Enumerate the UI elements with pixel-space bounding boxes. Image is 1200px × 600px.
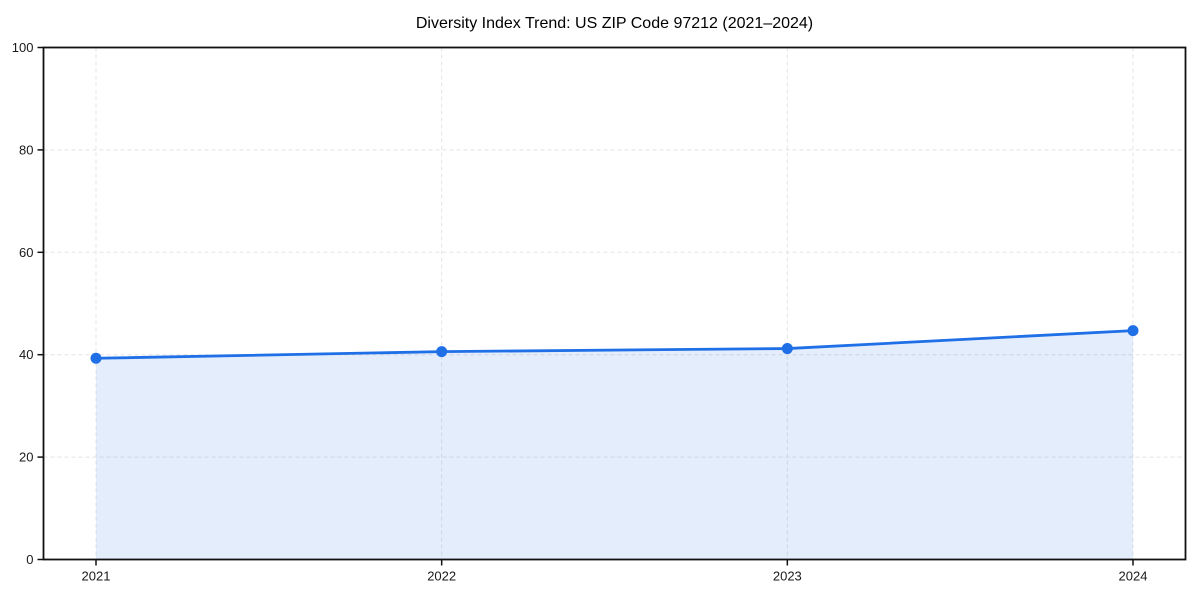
x-tick-label: 2024: [1119, 569, 1148, 584]
y-tick-label: 0: [26, 552, 33, 567]
x-tick-label: 2021: [82, 569, 111, 584]
y-tick-label: 80: [19, 142, 33, 157]
data-point: [781, 343, 793, 355]
axis-frame: [42, 46, 1187, 561]
y-tick-label: 20: [19, 450, 33, 465]
data-point: [90, 352, 102, 364]
y-tick-label: 60: [19, 245, 33, 260]
area-fill: [96, 330, 1133, 560]
chart-title: Diversity Index Trend: US ZIP Code 97212…: [415, 15, 814, 32]
data-point: [1127, 325, 1139, 337]
x-tick-label: 2022: [427, 569, 456, 584]
trend-line: [94, 329, 1135, 360]
x-tick-label: 2023: [773, 569, 802, 584]
y-tick-label: 40: [19, 347, 33, 362]
y-tick-label: 100: [12, 40, 34, 55]
data-point: [436, 346, 448, 358]
